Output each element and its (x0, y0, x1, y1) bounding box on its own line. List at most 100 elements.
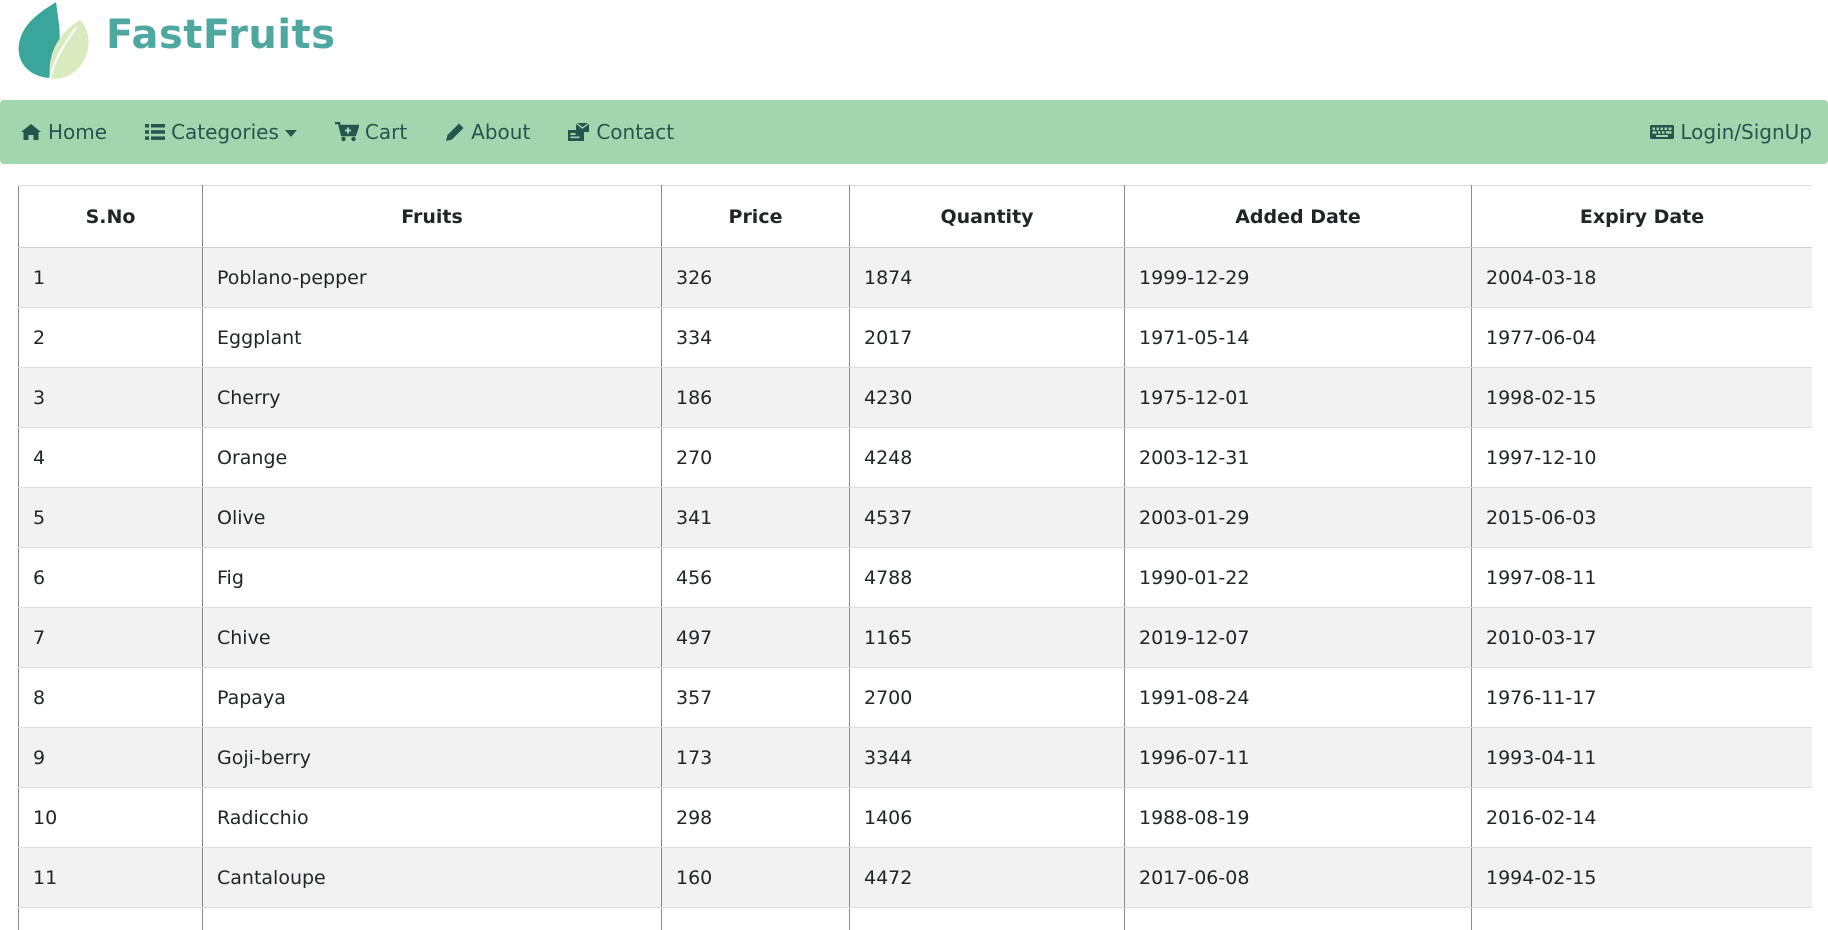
leaf-logo-icon[interactable] (10, 0, 90, 82)
table-row[interactable]: 5 Olive 341 4537 2003-01-29 2015-06-03 (18, 487, 1812, 548)
nav-home[interactable]: Home (20, 120, 107, 144)
cell-fruit: Chive (202, 607, 662, 668)
site-header: FastFruits (0, 0, 1828, 100)
cell-sno: 9 (18, 727, 203, 788)
cell-added-date: 2017-06-08 (1124, 847, 1472, 908)
nav-about[interactable]: About (445, 120, 530, 144)
table-row[interactable]: 1 Poblano-pepper 326 1874 1999-12-29 2004-03-… (18, 247, 1812, 308)
list-icon (145, 124, 166, 140)
cell-sno: 3 (18, 367, 203, 428)
column-header-added-date[interactable]: Added Date (1124, 185, 1472, 248)
nav-cart[interactable]: Cart (334, 120, 408, 144)
home-icon (21, 124, 41, 140)
cell-added-date: 2003-01-29 (1124, 487, 1472, 548)
cell-expiry-date: 1993-04-11 (1471, 727, 1812, 788)
table-row[interactable]: 3 Cherry 186 4230 1975-12-01 1998-02-15 (18, 367, 1812, 428)
nav-cart-label: Cart (364, 120, 408, 144)
fruits-table: S.No Fruits Price Quantity Added Date Ex… (18, 185, 1812, 930)
cell-quantity: 2017 (849, 307, 1125, 368)
table-row[interactable]: 8 Papaya 357 2700 1991-08-24 1976-11-17 (18, 667, 1812, 728)
cell-sno: 1 (18, 247, 203, 308)
table-row[interactable]: 7 Chive 497 1165 2019-12-07 2010-03-17 (18, 607, 1812, 668)
cell-quantity: 4230 (849, 367, 1125, 428)
column-header-price[interactable]: Price (661, 185, 850, 248)
cell-quantity: 4788 (849, 547, 1125, 608)
nav-home-label: Home (48, 120, 108, 144)
cell-expiry-date: 2016-02-14 (1471, 787, 1812, 848)
cell-added-date: 2003-12-31 (1124, 427, 1472, 488)
column-header-expiry-date[interactable]: Expiry Date (1471, 185, 1812, 248)
cell-added-date: 1975-12-01 (1124, 367, 1472, 428)
brand-name[interactable]: FastFruits (106, 12, 336, 58)
table-row[interactable]: 2 Eggplant 334 2017 1971-05-14 1977-06-04 (18, 307, 1812, 368)
table-row[interactable]: 6 Fig 456 4788 1990-01-22 1997-08-11 (18, 547, 1812, 608)
nav-about-label: About (471, 120, 531, 144)
cell-sno: 4 (18, 427, 203, 488)
fruits-table-container[interactable]: S.No Fruits Price Quantity Added Date Ex… (18, 185, 1812, 930)
cell-price: 357 (661, 667, 850, 728)
nav-left-group: Home Categories Cart (0, 100, 712, 164)
cell-quantity: 2700 (849, 667, 1125, 728)
cell-added-date: 1999-12-29 (1124, 247, 1472, 308)
cell-expiry-date: 1994-02-15 (1471, 847, 1812, 908)
cell-quantity: 1874 (849, 247, 1125, 308)
caret-down-icon (284, 129, 297, 137)
cell-added-date: 1988-08-19 (1124, 787, 1472, 848)
cell-added-date: 1996-07-11 (1124, 727, 1472, 788)
cell-price: 186 (661, 367, 850, 428)
nav-contact[interactable]: Contact (568, 120, 674, 144)
cell-fruit: Goji-berry (202, 727, 662, 788)
nav-right-group: Login/SignUp (1650, 120, 1828, 144)
cell-price: 326 (661, 247, 850, 308)
cell-price: 456 (661, 547, 850, 608)
nav-login-signup[interactable]: Login/SignUp (1650, 120, 1812, 144)
cell-quantity: 1406 (849, 787, 1125, 848)
table-row[interactable]: 11 Cantaloupe 160 4472 2017-06-08 1994-02-15 (18, 847, 1812, 908)
cell-quantity: 4248 (849, 427, 1125, 488)
cell-sno (18, 907, 203, 930)
table-header: S.No Fruits Price Quantity Added Date Ex… (18, 185, 1812, 248)
cell-expiry-date: 2015-06-03 (1471, 487, 1812, 548)
column-header-quantity[interactable]: Quantity (849, 185, 1125, 248)
table-header-row: S.No Fruits Price Quantity Added Date Ex… (18, 185, 1812, 248)
cell-quantity: 4537 (849, 487, 1125, 548)
cell-sno: 5 (18, 487, 203, 548)
cell-added-date: 1991-08-24 (1124, 667, 1472, 728)
cell-expiry-date: 2004-03-18 (1471, 247, 1812, 308)
cell-added-date: 2019-12-07 (1124, 607, 1472, 668)
cell-expiry-date: 1976-11-17 (1471, 667, 1812, 728)
contact-icon (568, 122, 590, 141)
column-header-sno[interactable]: S.No (18, 185, 203, 248)
cell-expiry-date: 1997-12-10 (1471, 427, 1812, 488)
table-row[interactable]: 10 Radicchio 298 1406 1988-08-19 2016-02-14 (18, 787, 1812, 848)
pencil-icon (446, 123, 464, 141)
cell-sno: 7 (18, 607, 203, 668)
cell-added-date: 1971-05-14 (1124, 307, 1472, 368)
cell-sno: 6 (18, 547, 203, 608)
cell-price: 173 (661, 727, 850, 788)
main-navbar: Home Categories Cart (0, 100, 1828, 164)
table-row[interactable] (18, 907, 1812, 930)
cell-fruit: Eggplant (202, 307, 662, 368)
table-row[interactable]: 9 Goji-berry 173 3344 1996-07-11 1993-04-11 (18, 727, 1812, 788)
cell-expiry-date (1471, 907, 1812, 930)
cell-fruit: Poblano-pepper (202, 247, 662, 308)
cell-price (661, 907, 850, 930)
cell-price: 334 (661, 307, 850, 368)
cell-fruit: Fig (202, 547, 662, 608)
cell-fruit: Orange (202, 427, 662, 488)
cell-quantity: 1165 (849, 607, 1125, 668)
column-header-fruits[interactable]: Fruits (202, 185, 662, 248)
keyboard-icon (1650, 125, 1675, 139)
cell-fruit: Papaya (202, 667, 662, 728)
cell-quantity: 3344 (849, 727, 1125, 788)
nav-categories-dropdown[interactable]: Categories (145, 120, 297, 144)
cell-quantity: 4472 (849, 847, 1125, 908)
cell-price: 497 (661, 607, 850, 668)
table-row[interactable]: 4 Orange 270 4248 2003-12-31 1997-12-10 (18, 427, 1812, 488)
cell-sno: 8 (18, 667, 203, 728)
cell-sno: 10 (18, 787, 203, 848)
cell-fruit: Radicchio (202, 787, 662, 848)
cell-price: 270 (661, 427, 850, 488)
cell-sno: 2 (18, 307, 203, 368)
